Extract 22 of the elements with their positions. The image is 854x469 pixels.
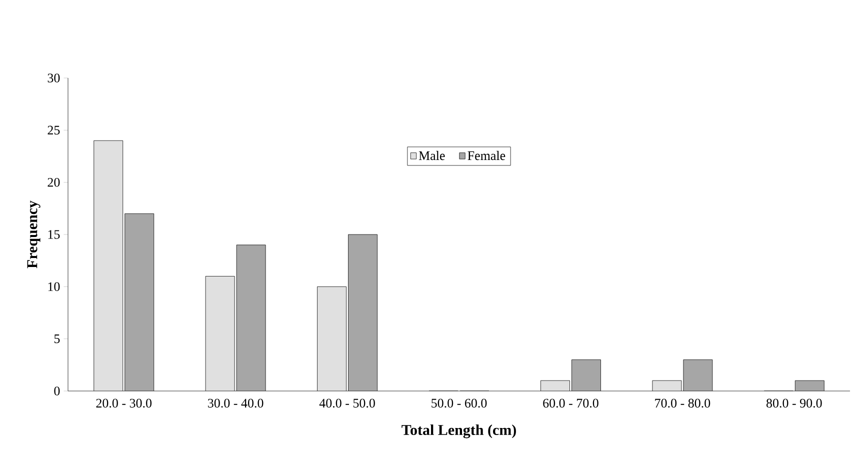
bar [206,276,235,391]
bar [540,380,570,391]
x-tick-label: 40.0 - 50.0 [319,398,375,408]
x-tick-label: 80.0 - 90.0 [766,398,822,408]
bar [317,286,346,391]
x-axis-title: Total Length (cm) [402,424,516,438]
x-tick-label: 50.0 - 60.0 [432,398,487,408]
x-tick-label: 30.0 - 40.0 [208,398,264,408]
x-tick-label: 20.0 - 30.0 [96,398,152,408]
y-tick-label: 30 [48,74,60,82]
y-tick-label: 20 [48,178,60,187]
y-tick-label: 0 [54,386,60,396]
y-tick-label: 25 [48,126,60,135]
legend-label: Female [468,150,506,160]
x-tick-label: 70.0 - 80.0 [655,398,710,408]
bar [94,140,123,391]
y-tick-label: 15 [48,230,60,239]
legend-label: Male [418,150,445,160]
y-tick-label: 5 [54,334,60,344]
y-axis-title: Frequency [27,200,40,268]
x-tick-label: 60.0 - 70.0 [543,398,598,408]
y-tick-label: 10 [48,282,60,292]
